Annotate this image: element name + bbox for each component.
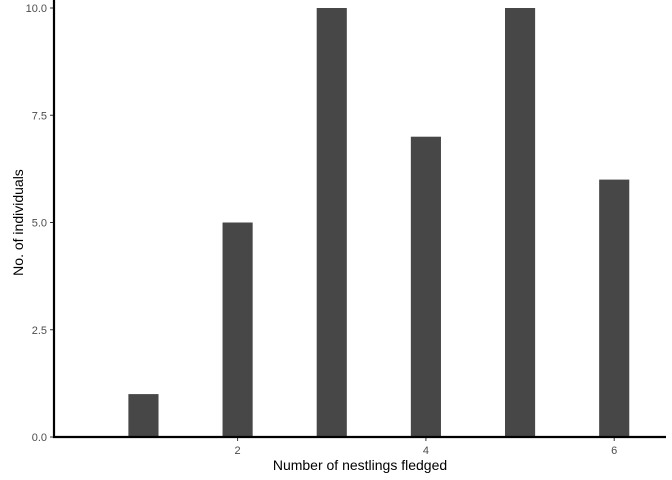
bars-group [128, 8, 630, 437]
bar-x-5 [504, 8, 536, 437]
bar-x-3 [316, 8, 347, 437]
y-axis-ticks: 0.0 2.5 5.0 7.5 10.0 [26, 3, 54, 444]
y-tick-label: 0.0 [32, 432, 47, 444]
y-tick-label: 5.0 [32, 218, 47, 230]
y-axis-title: No. of individuals [10, 169, 26, 276]
bar-x-4 [410, 136, 441, 437]
y-tick-label: 7.5 [32, 110, 47, 122]
bar-x-1 [128, 394, 159, 437]
x-tick-label: 2 [235, 445, 241, 457]
y-tick-label: 2.5 [32, 325, 47, 337]
y-tick-label: 10.0 [26, 3, 47, 15]
x-tick-label: 4 [423, 445, 429, 457]
bar-x-2 [222, 222, 253, 437]
x-axis-ticks: 2 4 6 [235, 437, 617, 457]
bar-x-6 [599, 179, 630, 437]
x-tick-label: 6 [611, 445, 617, 457]
x-axis-title: Number of nestlings fledged [273, 457, 447, 473]
